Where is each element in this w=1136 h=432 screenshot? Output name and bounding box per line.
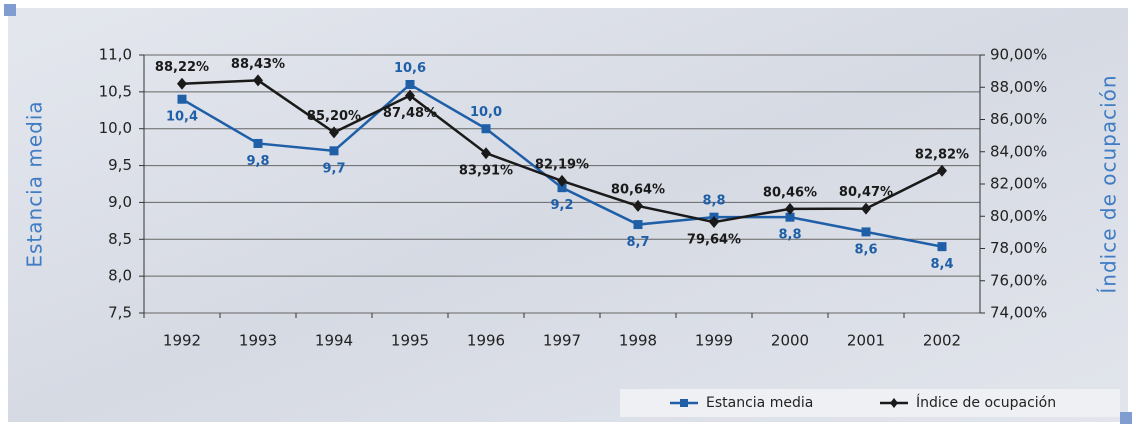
data-label: 10,6 xyxy=(394,61,426,76)
data-label: 82,19% xyxy=(535,157,589,172)
legend-marker xyxy=(680,399,688,407)
y2-tick-label: 80,00% xyxy=(990,207,1047,225)
x-tick-label: 1994 xyxy=(315,332,353,350)
x-tick-label: 1999 xyxy=(695,332,733,350)
marker xyxy=(177,77,187,90)
x-tick-label: 1998 xyxy=(619,332,657,350)
x-tick-label: 1995 xyxy=(391,332,429,350)
background xyxy=(8,8,1128,422)
marker xyxy=(557,183,567,193)
y-tick-label: 9,5 xyxy=(108,156,132,174)
marker xyxy=(405,89,415,102)
data-label: 88,22% xyxy=(155,60,209,75)
x-tick-label: 2002 xyxy=(923,332,961,350)
data-label: 82,82% xyxy=(915,147,969,162)
data-label: 10,0 xyxy=(470,105,502,120)
y-axis-title: Estancia media xyxy=(23,100,47,267)
marker xyxy=(937,164,947,177)
data-label: 80,46% xyxy=(763,185,817,200)
y2-tick-label: 82,00% xyxy=(990,175,1047,193)
y2-tick-label: 88,00% xyxy=(990,78,1047,96)
marker xyxy=(861,227,871,237)
y-tick-label: 10,5 xyxy=(99,82,132,100)
marker xyxy=(785,202,795,215)
marker xyxy=(481,124,491,134)
marker xyxy=(329,146,339,156)
data-label: 8,8 xyxy=(702,194,725,209)
data-label: 10,4 xyxy=(166,110,198,125)
marker xyxy=(177,94,187,104)
data-label: 85,20% xyxy=(307,109,361,124)
y2-axis-title: Índice de ocupación xyxy=(1097,74,1121,293)
marker xyxy=(481,147,491,160)
legend-label: Índice de ocupación xyxy=(916,394,1056,411)
corner xyxy=(4,4,16,16)
data-label: 87,48% xyxy=(383,106,437,121)
data-label: 8,6 xyxy=(854,242,877,257)
x-tick-label: 1993 xyxy=(239,332,277,350)
x-tick-label: 2000 xyxy=(771,332,809,350)
marker xyxy=(709,216,719,229)
marker xyxy=(405,79,415,89)
corner xyxy=(1120,412,1132,424)
marker xyxy=(329,126,339,139)
data-label: 83,91% xyxy=(459,164,513,179)
y-tick-label: 8,5 xyxy=(108,230,132,248)
marker xyxy=(557,174,567,187)
x-tick-label: 1996 xyxy=(467,332,505,350)
marker xyxy=(633,199,643,212)
y-tick-label: 8,0 xyxy=(108,267,132,285)
marker xyxy=(785,212,795,222)
data-label: 79,64% xyxy=(687,233,741,248)
data-label: 9,2 xyxy=(550,198,573,213)
legend-label: Estancia media xyxy=(706,395,813,411)
data-label: 88,43% xyxy=(231,57,285,72)
y2-tick-label: 90,00% xyxy=(990,46,1047,64)
y-tick-label: 10,0 xyxy=(99,119,132,137)
y2-tick-label: 84,00% xyxy=(990,142,1047,160)
marker xyxy=(253,74,263,87)
data-label: 9,8 xyxy=(246,154,269,169)
y2-tick-label: 76,00% xyxy=(990,271,1047,289)
marker xyxy=(253,138,263,148)
y2-tick-label: 74,00% xyxy=(990,304,1047,322)
y-tick-label: 11,0 xyxy=(99,46,132,64)
data-label: 8,8 xyxy=(778,228,801,243)
data-label: 8,4 xyxy=(930,257,953,272)
y2-tick-label: 86,00% xyxy=(990,110,1047,128)
y-tick-label: 9,0 xyxy=(108,193,132,211)
y2-tick-label: 78,00% xyxy=(990,239,1047,257)
data-label: 80,47% xyxy=(839,185,893,200)
x-tick-label: 1997 xyxy=(543,332,581,350)
x-tick-label: 2001 xyxy=(847,332,885,350)
x-tick-label: 1992 xyxy=(163,332,201,350)
data-label: 8,7 xyxy=(626,235,649,250)
data-label: 80,64% xyxy=(611,182,665,197)
marker xyxy=(937,242,947,252)
marker xyxy=(861,202,871,215)
legend-box xyxy=(620,389,1120,417)
legend-marker xyxy=(890,398,898,408)
data-label: 9,7 xyxy=(322,161,345,176)
marker xyxy=(633,220,643,230)
y-tick-label: 7,5 xyxy=(108,304,132,322)
